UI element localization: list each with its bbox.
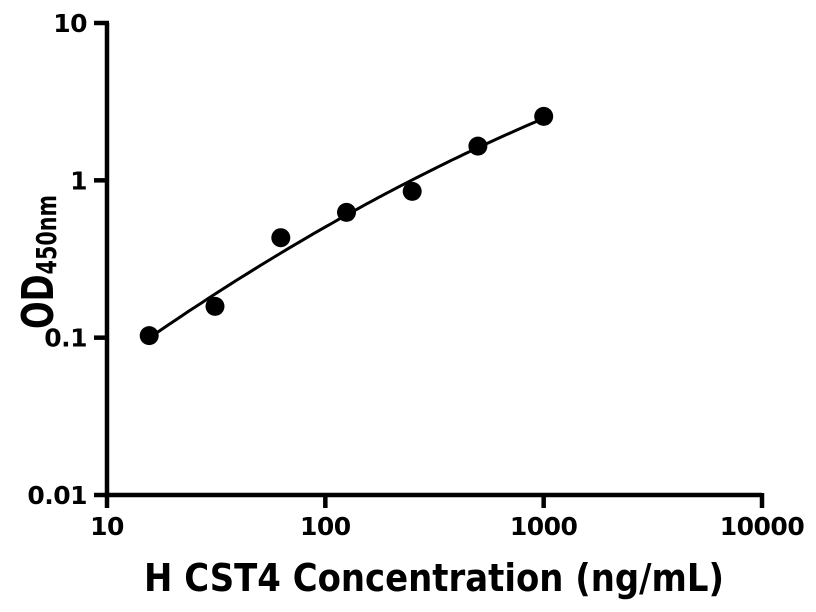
y-tick-label: 0.1 (44, 324, 87, 353)
y-tick-label: 0.01 (27, 481, 87, 510)
y-tick-label: 10 (53, 9, 87, 38)
y-axis-title: OD450nm (13, 195, 64, 329)
axes-layer (104, 23, 762, 498)
x-tick-label: 10 (90, 512, 124, 541)
data-point (402, 181, 422, 201)
tick-layer: 0.01 0.1 1 10 10 100 1000 10000 (27, 9, 805, 541)
y-axis-title-main: OD (13, 274, 64, 329)
data-point (534, 106, 554, 126)
data-point (205, 296, 225, 316)
data-points-layer (139, 106, 554, 346)
data-point (468, 136, 488, 156)
data-point (271, 228, 291, 248)
data-point (337, 202, 356, 222)
x-tick-label: 10000 (720, 512, 805, 541)
axis-spines (104, 23, 762, 498)
y-axis-title-subscript: 450nm (30, 195, 63, 274)
data-point (139, 326, 159, 346)
x-tick-label: 1000 (510, 512, 578, 541)
y-tick-label: 1 (70, 166, 87, 195)
x-axis-title: H CST4 Concentration (ng/mL) (144, 556, 724, 600)
x-tick-label: 100 (300, 512, 351, 541)
